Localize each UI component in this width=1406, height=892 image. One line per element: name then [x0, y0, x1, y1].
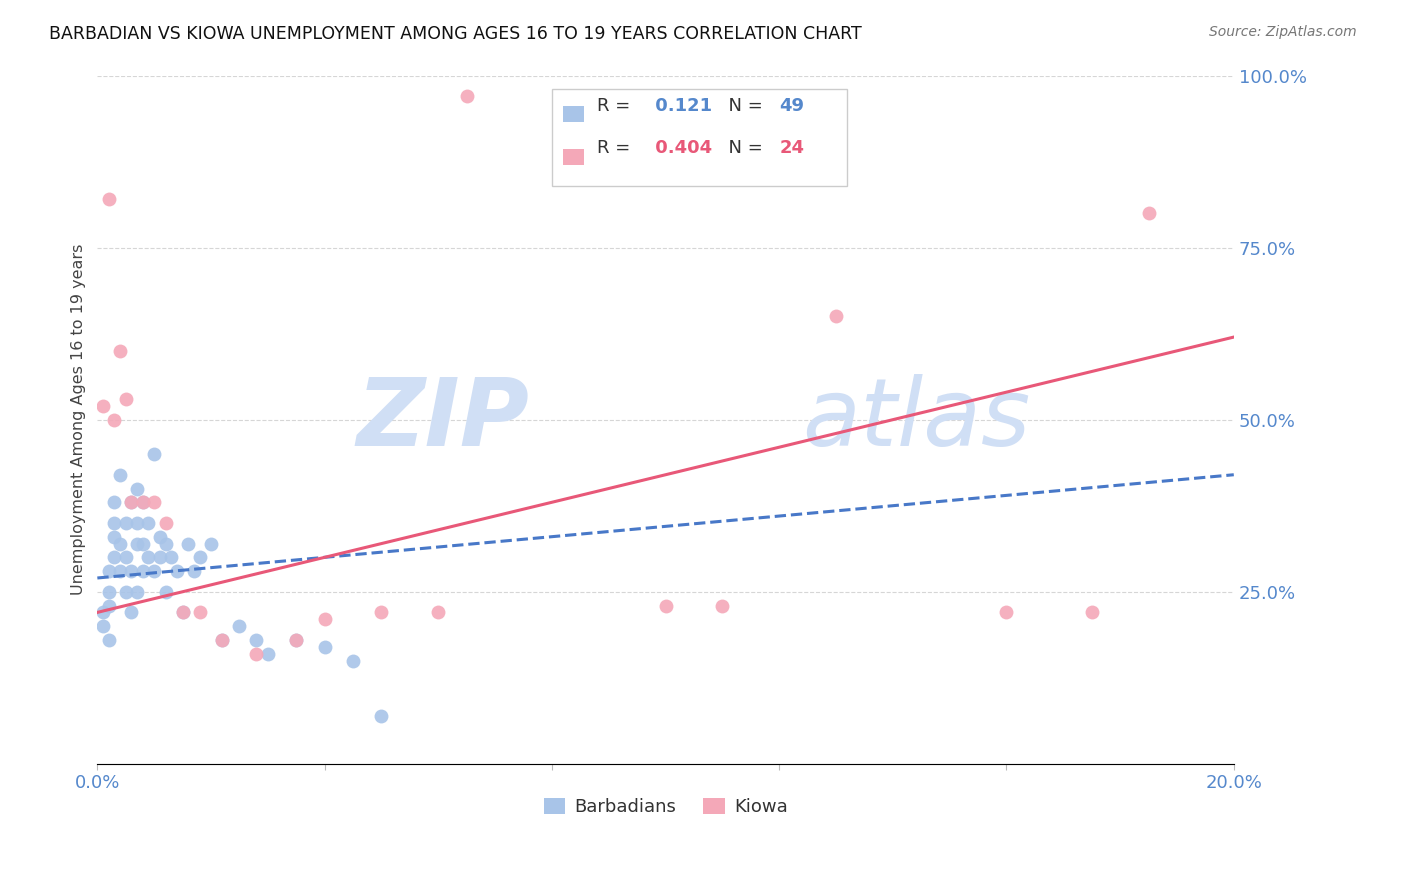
Point: [114, 392, 136, 406]
Point: [108, 536, 131, 550]
Point: [132, 536, 155, 550]
Point: [285, 632, 308, 647]
Point: [91, 619, 114, 633]
Point: [149, 550, 172, 565]
Point: [177, 536, 200, 550]
Y-axis label: Unemployment Among Ages 16 to 19 years: Unemployment Among Ages 16 to 19 years: [72, 244, 86, 595]
Point: [342, 654, 364, 668]
Point: [370, 606, 392, 620]
Point: [370, 708, 392, 723]
Point: [132, 564, 155, 578]
Point: [245, 632, 267, 647]
Point: [256, 647, 278, 661]
Point: [183, 564, 205, 578]
Legend: Barbadians, Kiowa: Barbadians, Kiowa: [536, 791, 794, 823]
Point: [120, 564, 142, 578]
Text: BARBADIAN VS KIOWA UNEMPLOYMENT AMONG AGES 16 TO 19 YEARS CORRELATION CHART: BARBADIAN VS KIOWA UNEMPLOYMENT AMONG AG…: [49, 25, 862, 43]
Point: [245, 647, 267, 661]
FancyBboxPatch shape: [564, 149, 583, 165]
Point: [149, 530, 172, 544]
Text: R =: R =: [598, 97, 637, 115]
Point: [114, 516, 136, 530]
Point: [120, 495, 142, 509]
Point: [711, 599, 734, 613]
Text: ZIP: ZIP: [356, 374, 529, 466]
Text: 0.404: 0.404: [648, 139, 711, 157]
Point: [456, 89, 478, 103]
Point: [155, 536, 177, 550]
Point: [825, 310, 848, 324]
Point: [172, 606, 194, 620]
Point: [97, 599, 120, 613]
Point: [91, 606, 114, 620]
FancyBboxPatch shape: [553, 89, 848, 186]
Point: [143, 564, 166, 578]
Point: [127, 584, 149, 599]
Text: atlas: atlas: [801, 374, 1031, 465]
Point: [228, 619, 250, 633]
Point: [188, 606, 211, 620]
Point: [108, 467, 131, 482]
Text: 0.121: 0.121: [648, 97, 711, 115]
Point: [1080, 606, 1102, 620]
Text: R =: R =: [598, 139, 637, 157]
Point: [103, 495, 125, 509]
Point: [200, 536, 222, 550]
Point: [91, 399, 114, 413]
Point: [995, 606, 1018, 620]
Point: [114, 584, 136, 599]
Point: [120, 606, 142, 620]
Point: [155, 516, 177, 530]
Point: [143, 495, 166, 509]
Point: [97, 632, 120, 647]
Point: [160, 550, 183, 565]
Point: [172, 606, 194, 620]
Point: [285, 632, 308, 647]
Point: [314, 612, 336, 626]
Point: [132, 495, 155, 509]
Point: [103, 412, 125, 426]
Point: [108, 343, 131, 358]
Text: Source: ZipAtlas.com: Source: ZipAtlas.com: [1209, 25, 1357, 39]
Point: [211, 632, 233, 647]
Point: [127, 482, 149, 496]
Point: [103, 530, 125, 544]
Point: [127, 536, 149, 550]
Point: [166, 564, 188, 578]
Point: [138, 516, 160, 530]
Point: [155, 584, 177, 599]
FancyBboxPatch shape: [564, 106, 583, 122]
Point: [103, 516, 125, 530]
Text: 49: 49: [779, 97, 804, 115]
Point: [103, 550, 125, 565]
Point: [654, 599, 676, 613]
Text: N =: N =: [717, 97, 768, 115]
Point: [188, 550, 211, 565]
Point: [132, 495, 155, 509]
Point: [427, 606, 450, 620]
Point: [211, 632, 233, 647]
Text: 24: 24: [779, 139, 804, 157]
Point: [143, 447, 166, 461]
Point: [97, 193, 120, 207]
Point: [97, 584, 120, 599]
Point: [120, 495, 142, 509]
Point: [97, 564, 120, 578]
Point: [114, 550, 136, 565]
Point: [314, 640, 336, 654]
Point: [127, 516, 149, 530]
Text: N =: N =: [717, 139, 768, 157]
Point: [138, 550, 160, 565]
Point: [1137, 206, 1160, 220]
Point: [108, 564, 131, 578]
